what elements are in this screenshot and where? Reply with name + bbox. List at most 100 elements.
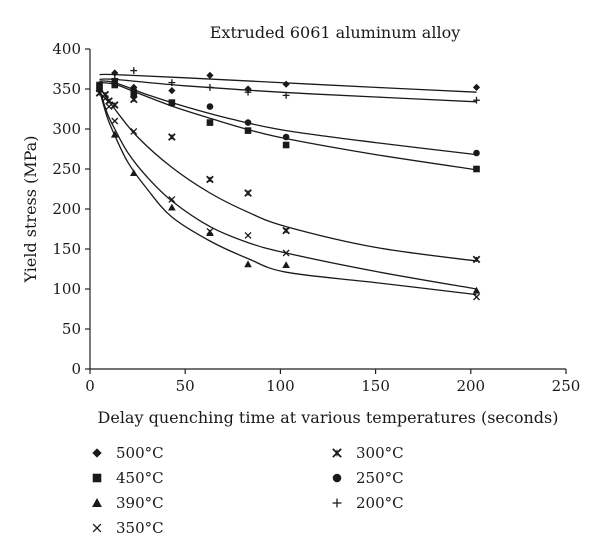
legend-item-0: 500°C xyxy=(90,442,164,464)
data-point-series-3 xyxy=(130,127,138,135)
data-point-series-2 xyxy=(110,130,119,138)
legend-marker-icon xyxy=(332,498,342,508)
data-point-series-2 xyxy=(206,229,214,237)
data-point-series-4 xyxy=(244,189,252,197)
data-point-series-6 xyxy=(282,92,290,99)
legend-marker xyxy=(92,498,102,507)
x-tick-label: 250 xyxy=(552,377,581,395)
data-point-series-1 xyxy=(206,119,214,126)
data-point-series-0 xyxy=(206,71,214,79)
legend-item-1: 450°C xyxy=(90,467,164,489)
data-point-series-4 xyxy=(105,97,113,105)
data-point-series-3 xyxy=(111,117,119,125)
x-tick-label: 150 xyxy=(361,377,390,395)
data-point-series-4 xyxy=(282,226,290,235)
legend-marker-icon xyxy=(92,473,102,483)
data-point-series-1 xyxy=(473,165,480,173)
legend-label: 250°C xyxy=(356,469,404,487)
data-point-series-4 xyxy=(168,133,176,141)
chart-plot: Extruded 6061 aluminum alloy Yield stres… xyxy=(21,23,580,427)
legend-item-2: 390°C xyxy=(90,492,164,514)
data-point-series-4 xyxy=(206,175,214,184)
fit-curve-series-1 xyxy=(99,81,477,171)
legend-marker xyxy=(332,448,342,458)
legend-label: 300°C xyxy=(356,444,404,462)
data-point-series-6 xyxy=(111,75,119,82)
legend-label: 350°C xyxy=(116,519,164,537)
data-point-series-5 xyxy=(168,100,176,107)
y-tick-label: 0 xyxy=(71,360,81,378)
data-point-series-2 xyxy=(472,286,481,294)
data-point-series-6 xyxy=(244,88,252,96)
legend-item-6: 200°C xyxy=(330,492,404,514)
data-point-series-1 xyxy=(111,81,119,89)
data-point-series-3 xyxy=(282,249,290,257)
legend-marker-icon xyxy=(92,448,102,458)
legend-label: 390°C xyxy=(116,494,164,512)
data-point-series-3 xyxy=(206,227,214,235)
data-point-series-2 xyxy=(129,169,138,177)
data-point-series-3 xyxy=(244,231,252,239)
fit-curve-series-4 xyxy=(98,87,477,262)
chart-title: Extruded 6061 aluminum alloy xyxy=(210,23,461,42)
data-point-series-6 xyxy=(130,67,138,74)
data-point-series-5 xyxy=(130,87,138,94)
legend: 500°C 450°C 390°C 350°C 300°C 250°C 200°C xyxy=(0,440,600,550)
fit-curve-series-5 xyxy=(99,80,477,156)
x-tick-label: 100 xyxy=(266,377,295,395)
data-point-series-1 xyxy=(130,91,138,98)
y-tick-label: 400 xyxy=(52,40,81,58)
legend-marker xyxy=(92,523,102,533)
y-tick-label: 300 xyxy=(52,120,81,138)
data-point-series-4 xyxy=(101,90,110,99)
data-point-series-1 xyxy=(244,127,252,134)
data-point-series-5 xyxy=(282,133,290,141)
x-axis-label: Delay quenching time at various temperat… xyxy=(98,408,559,427)
fit-curve-series-3 xyxy=(98,88,477,290)
data-point-series-3 xyxy=(105,103,113,111)
y-tick-label: 200 xyxy=(52,200,81,218)
legend-label: 500°C xyxy=(116,444,164,462)
data-point-series-6 xyxy=(206,84,214,91)
legend-marker-icon xyxy=(332,448,342,458)
legend-item-4: 300°C xyxy=(330,442,404,464)
x-tick-label: 200 xyxy=(456,377,485,395)
data-point-series-2 xyxy=(282,261,290,269)
legend-item-3: 350°C xyxy=(90,517,164,539)
axes: 0 50 100 150 200 250 300 350 400 0 50 100 150 200 250 xyxy=(52,40,580,395)
legend-marker xyxy=(92,448,102,458)
x-tick-label: 50 xyxy=(176,377,195,395)
legend-marker-icon xyxy=(332,473,342,483)
legend-marker xyxy=(332,498,342,508)
legend-label: 450°C xyxy=(116,469,164,487)
fit-curves xyxy=(98,73,477,296)
data-point-series-2 xyxy=(168,203,176,211)
legend-label: 200°C xyxy=(356,494,404,512)
data-point-series-5 xyxy=(206,103,214,110)
y-tick-label: 350 xyxy=(52,80,81,98)
y-tick-label: 50 xyxy=(62,320,81,338)
data-point-series-0 xyxy=(282,80,290,88)
data-point-series-5 xyxy=(473,149,480,157)
data-point-series-6 xyxy=(96,85,103,93)
data-point-series-6 xyxy=(168,79,176,86)
data-point-series-6 xyxy=(473,96,480,104)
y-tick-label: 250 xyxy=(52,160,81,178)
y-tick-label: 150 xyxy=(52,240,81,258)
data-points xyxy=(95,67,481,301)
data-point-series-4 xyxy=(129,95,138,104)
data-point-series-2 xyxy=(244,260,252,268)
legend-marker xyxy=(92,473,102,483)
data-point-series-5 xyxy=(244,119,252,126)
legend-marker-icon xyxy=(92,498,102,507)
legend-marker-icon xyxy=(92,523,102,533)
y-tick-label: 100 xyxy=(52,280,81,298)
y-axis-label: Yield stress (MPa) xyxy=(21,135,40,283)
data-point-series-4 xyxy=(472,255,481,264)
data-point-series-4 xyxy=(110,101,119,109)
data-point-series-3 xyxy=(473,293,480,301)
x-tick-label: 0 xyxy=(85,377,95,395)
data-point-series-0 xyxy=(472,83,481,91)
legend-item-5: 250°C xyxy=(330,467,404,489)
